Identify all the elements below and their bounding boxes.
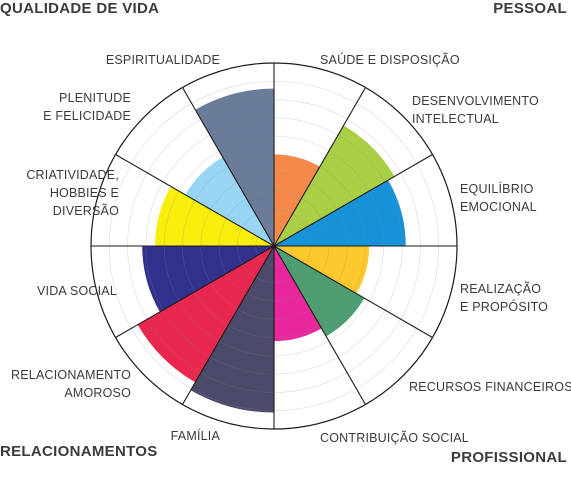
segment-label-line: CRIATIVIDADE, xyxy=(26,168,119,182)
segment-label: SAÚDE E DISPOSIÇÃO xyxy=(320,51,460,69)
segment-label-line: EMOCIONAL xyxy=(460,200,537,214)
segment-label-line: E FELICIDADE xyxy=(43,109,131,123)
segment-label: CONTRIBUIÇÃO SOCIAL xyxy=(320,429,469,447)
spoke-line xyxy=(182,87,275,247)
segment-label-line: VIDA SOCIAL xyxy=(36,284,117,298)
segment-label-line: AMOROSO xyxy=(64,386,131,400)
spoke-line xyxy=(115,154,275,247)
corner-label-personal: PESSOAL xyxy=(493,0,567,17)
segment-label: VIDA SOCIAL xyxy=(37,282,117,300)
sector-recursos-financeiros xyxy=(274,246,365,337)
segment-label-line: DIVERSÃO xyxy=(52,204,119,218)
segment-label: RECURSOS FINANCEIROS xyxy=(409,378,571,396)
segment-label: PLENITUDE E FELICIDADE xyxy=(43,89,131,125)
sector-equilíbrio-emocional xyxy=(274,180,406,246)
sector-vida-social xyxy=(142,246,274,312)
spoke-line xyxy=(273,245,366,405)
sector-contribuição-social xyxy=(274,246,322,342)
segment-label-line: E PROPÓSITO xyxy=(460,300,549,314)
corner-label-relationships: RELACIONAMENTOS xyxy=(0,443,158,460)
segment-label: EQUILÍBRIO EMOCIONAL xyxy=(460,180,537,216)
segment-label-line: REALIZAÇÃO xyxy=(460,282,542,296)
sector-realização-e-propósito xyxy=(274,246,370,294)
segment-label-line: SAÚDE E DISPOSIÇÃO xyxy=(320,53,460,67)
outer-ring xyxy=(90,62,458,430)
spoke-line xyxy=(182,245,275,405)
segment-label-line: FAMÍLIA xyxy=(170,429,220,443)
sector-desenvolvimento-intelectual xyxy=(274,125,395,246)
segment-label: FAMÍLIA xyxy=(171,427,220,445)
segment-label-line: INTELECTUAL xyxy=(412,112,499,126)
segment-label-line: CONTRIBUIÇÃO SOCIAL xyxy=(320,431,469,445)
segment-label-line: RECURSOS FINANCEIROS xyxy=(409,380,571,394)
spoke-line xyxy=(273,87,366,247)
segment-label-line: ESPIRITUALIDADE xyxy=(105,53,220,67)
segment-label: CRIATIVIDADE, HOBBIES E DIVERSÃO xyxy=(26,166,119,220)
segment-label: ESPIRITUALIDADE xyxy=(106,51,220,69)
segment-label: REALIZAÇÃO E PROPÓSITO xyxy=(460,280,548,316)
sector-criatividade-hobbies-e-diversão xyxy=(155,186,274,246)
segment-label-line: EQUILÍBRIO xyxy=(460,182,534,196)
segment-label-line: DESENVOLVIMENTO xyxy=(412,94,539,108)
segment-label-line: PLENITUDE xyxy=(59,91,131,105)
sector-relacionamento-amoroso xyxy=(137,246,274,383)
segment-label-line: RELACIONAMENTO xyxy=(11,368,131,382)
corner-label-quality-of-life: QUALIDADE DE VIDA xyxy=(0,0,160,17)
sector-plenitude-e-felicidade xyxy=(185,157,274,246)
sector-saúde-e-disposição xyxy=(274,154,320,246)
sector-espiritualidade xyxy=(195,88,274,246)
segment-label: DESENVOLVIMENTO INTELECTUAL xyxy=(412,92,539,128)
segment-label: RELACIONAMENTO AMOROSO xyxy=(11,366,131,402)
spoke-line xyxy=(273,154,433,247)
segment-label-line: HOBBIES E xyxy=(49,186,119,200)
sector-família xyxy=(190,246,274,413)
corner-label-professional: PROFISSIONAL xyxy=(450,449,567,466)
spoke-line xyxy=(273,245,433,338)
spoke-line xyxy=(115,245,275,338)
